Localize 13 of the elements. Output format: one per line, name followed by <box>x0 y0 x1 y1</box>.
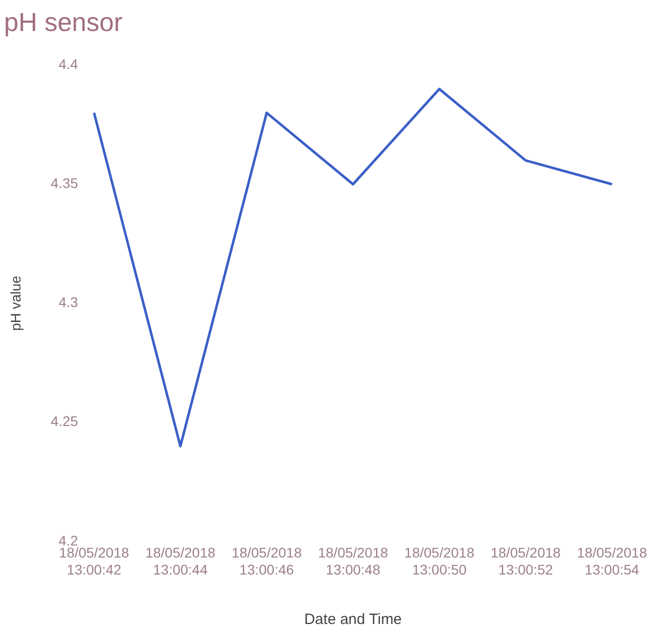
y-tick-label: 4.25 <box>50 413 78 430</box>
x-tick-label: 18/05/2018 13:00:44 <box>145 544 216 578</box>
y-axis-title: pH value <box>7 275 24 331</box>
chart-title: pH sensor <box>4 6 123 37</box>
x-tick-label: 18/05/2018 13:00:52 <box>490 544 561 578</box>
x-tick-label: 18/05/2018 13:00:50 <box>404 544 475 578</box>
x-tick-label: 18/05/2018 13:00:54 <box>576 544 648 578</box>
y-tick-label: 4.35 <box>50 175 78 192</box>
x-tick-label: 18/05/2018 13:00:46 <box>232 544 302 578</box>
x-tick-label: 18/05/2018 13:00:48 <box>318 544 388 578</box>
y-tick-label: 4.4 <box>58 56 78 72</box>
x-axis-title: Date and Time <box>304 611 402 628</box>
y-tick-label: 4.3 <box>58 294 78 310</box>
